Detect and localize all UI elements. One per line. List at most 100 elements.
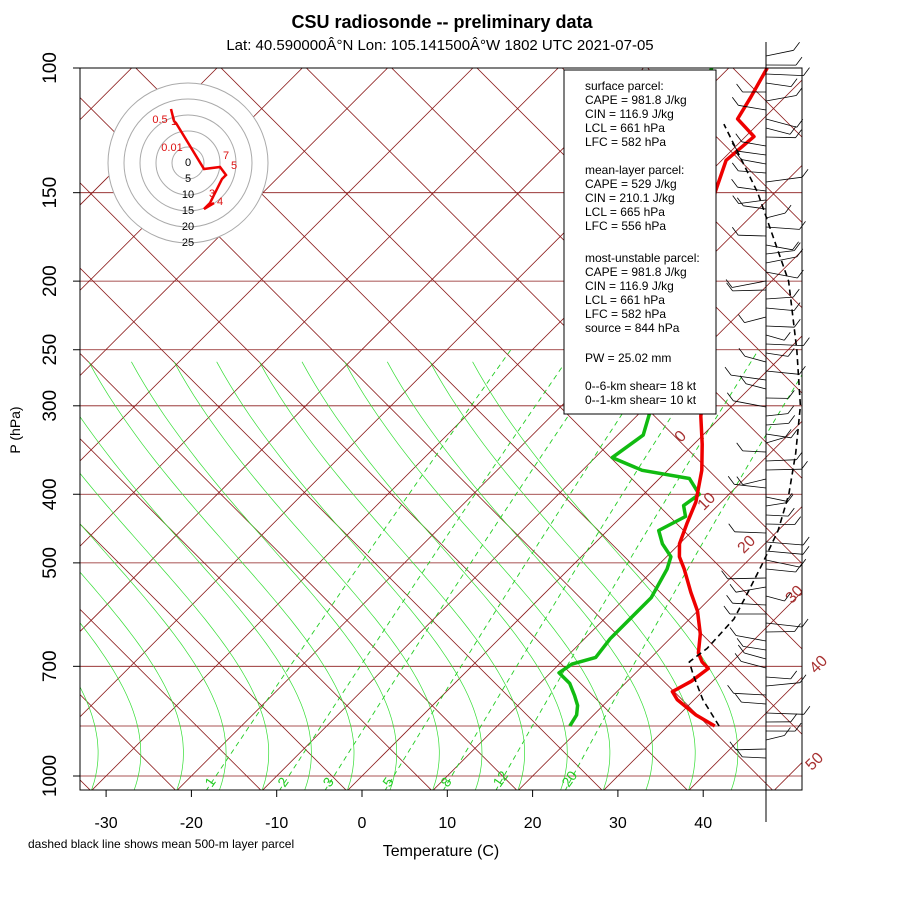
wind-barb-flag (731, 162, 739, 172)
moist-adiabat-line (88, 361, 355, 790)
wind-barb-flag (784, 727, 791, 736)
stat-pw: PW = 25.02 mm (585, 351, 671, 365)
wind-barb-flag (787, 390, 795, 399)
parcel-stats-box: surface parcel: CAPE = 981.8 J/kg CIN = … (563, 69, 717, 415)
wind-barb-flag (726, 392, 734, 402)
isotherm-line (80, 68, 644, 633)
wind-barb-flag (795, 87, 803, 96)
hodograph-ring (123, 98, 253, 228)
wind-barb (765, 541, 804, 546)
wind-barb (765, 212, 786, 219)
wind-barb (765, 127, 791, 135)
wind-barb (765, 682, 801, 687)
wind-barb-flag (794, 722, 802, 732)
stat-line: CAPE = 981.8 J/kg (585, 93, 687, 107)
wind-barb-flag (790, 670, 798, 680)
wind-barb-flag (789, 125, 797, 135)
wind-barb-flag (802, 546, 810, 555)
dry-adiabat-line (80, 182, 688, 790)
isotherm-label: 30 (783, 582, 808, 607)
wind-barb (737, 150, 767, 156)
wind-barb (741, 701, 767, 705)
series-line-mean-500-m-layer-parcel (688, 123, 802, 727)
stat-line: LFC = 582 hPa (585, 307, 666, 321)
wind-barb (765, 49, 794, 57)
hodograph-ring-label: 0 (185, 157, 191, 169)
wind-barb-flag (726, 282, 733, 292)
y-tick-label: 1000 (40, 755, 61, 797)
wind-barb (765, 334, 785, 341)
isotherm-line (518, 506, 802, 790)
hodograph-ring-label: 10 (182, 189, 194, 201)
wind-barb-flag (736, 476, 744, 485)
wind-barb-flag (784, 592, 791, 602)
wind-barb-flag (796, 248, 804, 258)
wind-barb (738, 199, 767, 204)
hodograph-point-label: 0.5 (152, 114, 167, 126)
wind-barb-flag (794, 516, 802, 525)
dry-adiabat-line (80, 608, 262, 790)
y-tick-label: 300 (40, 390, 61, 422)
wind-barb-flag (735, 133, 743, 143)
wind-barb (742, 450, 767, 453)
wind-barb-flag (784, 429, 792, 438)
x-tick-label: 0 (358, 815, 367, 832)
wind-barb-flag (783, 331, 791, 341)
isotherm-line (603, 591, 802, 790)
wind-barb-flag (728, 523, 736, 533)
wind-barb (742, 756, 767, 759)
wind-barb (765, 271, 798, 279)
wind-barb-flag (787, 405, 795, 414)
wind-barb (765, 176, 803, 183)
y-tick-label: 150 (40, 177, 61, 209)
wind-barb (745, 383, 767, 390)
mixing-ratio-label: 12 (489, 768, 511, 790)
wind-barb (765, 559, 800, 568)
wind-barb (765, 712, 804, 715)
wind-barb-flag (727, 476, 735, 485)
isotherm-line (859, 68, 900, 791)
wind-barb-flag (731, 178, 738, 188)
wind-barb-flag (735, 748, 743, 758)
wind-barb (765, 568, 796, 573)
isotherm-label: 50 (803, 749, 828, 774)
wind-barb-flag (799, 221, 806, 230)
dry-adiabat-line (812, 0, 900, 791)
moist-adiabat-line (80, 472, 270, 790)
moist-adiabat-line (80, 622, 142, 790)
wind-barb-flag (795, 563, 803, 573)
wind-barb-flag (802, 536, 810, 546)
dry-adiabat-line (476, 68, 802, 394)
wind-barb-flag (739, 375, 747, 384)
wind-barb (765, 631, 795, 633)
wind-barb (765, 595, 785, 602)
hodograph-ring (155, 130, 221, 196)
wind-barb (732, 602, 767, 606)
wind-barb-flag (794, 623, 801, 632)
wind-barb-flag (787, 348, 795, 357)
stat-line: mean-layer parcel: (585, 163, 684, 177)
x-tick-label: 20 (524, 815, 542, 832)
stat-line: LCL = 661 hPa (585, 121, 665, 135)
mixing-ratio-line (564, 373, 802, 790)
wind-barb (744, 316, 767, 323)
wind-barb-flag (788, 415, 796, 424)
stat-line: most-unstable parcel: (585, 251, 700, 265)
y-tick-label: 250 (40, 334, 61, 366)
stat-line: CAPE = 981.8 J/kg (585, 265, 687, 279)
wind-barb-flag (801, 460, 808, 470)
wind-barb-flag (796, 119, 804, 128)
wind-barb (765, 136, 796, 139)
stat-line: LCL = 665 hPa (585, 205, 665, 219)
stat-line: CIN = 116.9 J/kg (585, 107, 674, 121)
axes: -30 -20 -10 0 10 20 30 401001502002503004005007… (40, 52, 712, 832)
stat-line: surface parcel: (585, 79, 664, 93)
dry-adiabat-line (220, 68, 802, 650)
isotherm-line (432, 420, 802, 790)
wind-barb (765, 343, 804, 346)
isotherm-line (80, 68, 474, 462)
wind-barb-flag (729, 741, 737, 751)
moist-adiabat-line (344, 361, 611, 790)
